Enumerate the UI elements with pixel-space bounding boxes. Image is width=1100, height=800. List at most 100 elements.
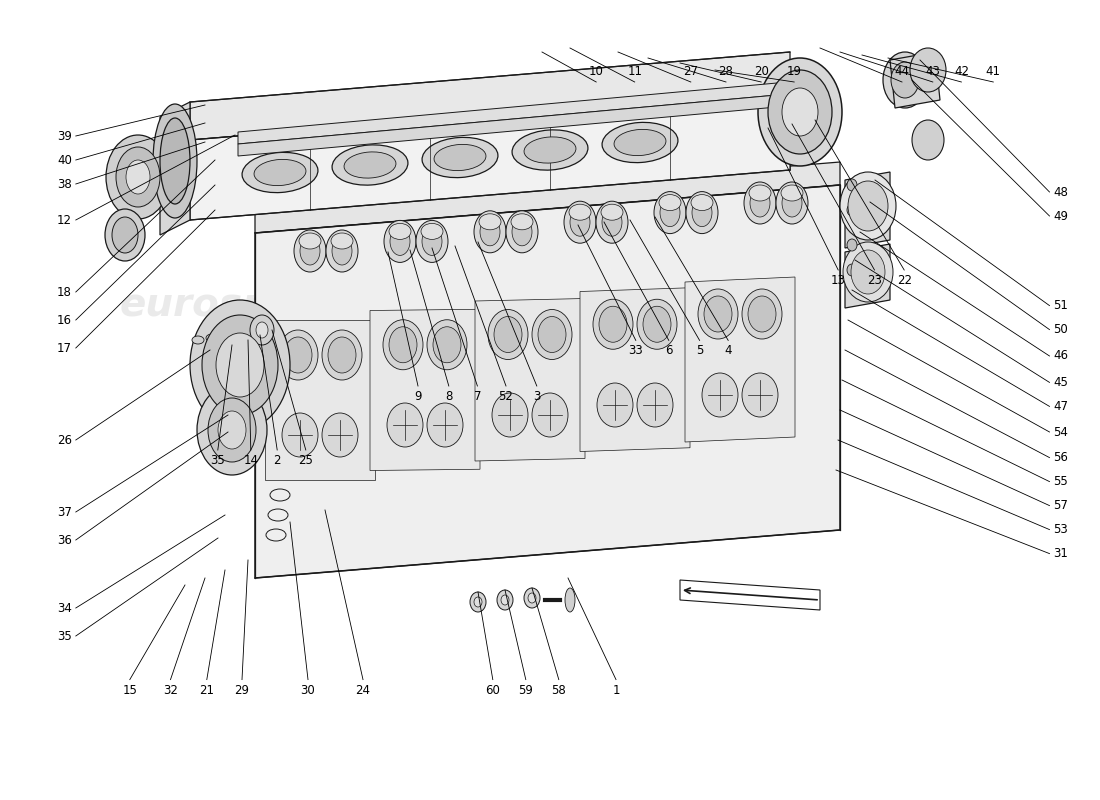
Polygon shape bbox=[255, 162, 840, 233]
Ellipse shape bbox=[434, 145, 486, 170]
Ellipse shape bbox=[742, 289, 782, 339]
Ellipse shape bbox=[744, 182, 775, 224]
Text: 52: 52 bbox=[498, 390, 514, 403]
Ellipse shape bbox=[153, 104, 197, 218]
Ellipse shape bbox=[250, 315, 274, 345]
Ellipse shape bbox=[532, 310, 572, 359]
Text: 12: 12 bbox=[57, 214, 72, 226]
Ellipse shape bbox=[602, 208, 621, 236]
Text: 50: 50 bbox=[1054, 323, 1068, 336]
Ellipse shape bbox=[891, 62, 918, 98]
Ellipse shape bbox=[106, 135, 170, 219]
Ellipse shape bbox=[692, 198, 712, 226]
Polygon shape bbox=[160, 102, 190, 235]
Ellipse shape bbox=[691, 194, 713, 210]
Ellipse shape bbox=[847, 264, 857, 276]
Ellipse shape bbox=[910, 48, 946, 92]
Ellipse shape bbox=[513, 130, 587, 170]
Ellipse shape bbox=[569, 204, 591, 220]
Text: 40: 40 bbox=[57, 154, 72, 166]
Text: 7: 7 bbox=[474, 390, 481, 403]
Polygon shape bbox=[890, 52, 940, 108]
Ellipse shape bbox=[781, 185, 803, 201]
Ellipse shape bbox=[847, 239, 857, 251]
Text: 32: 32 bbox=[163, 683, 178, 697]
Polygon shape bbox=[190, 52, 790, 140]
Text: 22: 22 bbox=[896, 274, 912, 287]
Text: 57: 57 bbox=[1054, 499, 1068, 512]
Ellipse shape bbox=[116, 147, 160, 207]
Polygon shape bbox=[580, 288, 690, 451]
Text: 21: 21 bbox=[199, 683, 214, 697]
Ellipse shape bbox=[782, 88, 818, 136]
Text: 37: 37 bbox=[57, 506, 72, 518]
Ellipse shape bbox=[494, 317, 522, 353]
Polygon shape bbox=[238, 94, 788, 156]
Text: 35: 35 bbox=[210, 454, 225, 467]
Ellipse shape bbox=[344, 152, 396, 178]
Ellipse shape bbox=[704, 296, 732, 332]
Ellipse shape bbox=[506, 210, 538, 253]
Ellipse shape bbox=[500, 595, 509, 605]
Text: 28: 28 bbox=[718, 65, 734, 78]
Ellipse shape bbox=[112, 217, 138, 253]
Text: 29: 29 bbox=[234, 683, 250, 697]
Ellipse shape bbox=[597, 383, 632, 427]
Ellipse shape bbox=[659, 194, 681, 210]
Text: eurosparés: eurosparés bbox=[592, 444, 838, 484]
Polygon shape bbox=[475, 298, 585, 461]
Polygon shape bbox=[845, 172, 890, 248]
Text: 38: 38 bbox=[57, 178, 72, 190]
Ellipse shape bbox=[218, 411, 246, 449]
Text: 44: 44 bbox=[894, 65, 910, 78]
Text: 30: 30 bbox=[300, 683, 316, 697]
Polygon shape bbox=[238, 82, 788, 144]
Ellipse shape bbox=[593, 299, 632, 350]
Ellipse shape bbox=[883, 52, 927, 108]
Ellipse shape bbox=[416, 220, 448, 262]
Ellipse shape bbox=[742, 373, 778, 417]
Ellipse shape bbox=[390, 227, 410, 255]
Text: 60: 60 bbox=[485, 683, 501, 697]
Ellipse shape bbox=[750, 189, 770, 217]
Ellipse shape bbox=[637, 299, 676, 350]
Text: 2: 2 bbox=[274, 454, 280, 467]
Text: 48: 48 bbox=[1054, 186, 1068, 198]
Text: 59: 59 bbox=[518, 683, 534, 697]
Text: 58: 58 bbox=[551, 683, 566, 697]
Text: 56: 56 bbox=[1054, 451, 1068, 464]
Ellipse shape bbox=[254, 159, 306, 186]
Ellipse shape bbox=[698, 289, 738, 339]
Text: 39: 39 bbox=[57, 130, 72, 142]
Ellipse shape bbox=[601, 204, 623, 220]
Text: 8: 8 bbox=[446, 390, 452, 403]
Ellipse shape bbox=[242, 152, 318, 193]
Ellipse shape bbox=[702, 373, 738, 417]
Text: 11: 11 bbox=[627, 65, 642, 78]
Ellipse shape bbox=[422, 138, 498, 178]
Ellipse shape bbox=[600, 306, 627, 342]
Ellipse shape bbox=[427, 320, 468, 370]
Ellipse shape bbox=[614, 130, 666, 155]
Ellipse shape bbox=[104, 209, 145, 261]
Text: 35: 35 bbox=[57, 630, 72, 642]
Polygon shape bbox=[255, 185, 840, 578]
Ellipse shape bbox=[282, 413, 318, 457]
Ellipse shape bbox=[528, 593, 536, 603]
Text: 54: 54 bbox=[1054, 426, 1068, 438]
Ellipse shape bbox=[847, 204, 857, 216]
Ellipse shape bbox=[524, 137, 576, 163]
Ellipse shape bbox=[474, 597, 482, 607]
Ellipse shape bbox=[749, 185, 771, 201]
Ellipse shape bbox=[470, 592, 486, 612]
Ellipse shape bbox=[492, 393, 528, 437]
Text: 46: 46 bbox=[1054, 350, 1068, 362]
Ellipse shape bbox=[331, 233, 353, 249]
Text: 10: 10 bbox=[588, 65, 604, 78]
Ellipse shape bbox=[512, 214, 534, 230]
Text: 16: 16 bbox=[57, 314, 72, 326]
Ellipse shape bbox=[433, 326, 461, 362]
Text: 24: 24 bbox=[355, 683, 371, 697]
Text: 1: 1 bbox=[613, 683, 619, 697]
Text: 9: 9 bbox=[415, 390, 421, 403]
